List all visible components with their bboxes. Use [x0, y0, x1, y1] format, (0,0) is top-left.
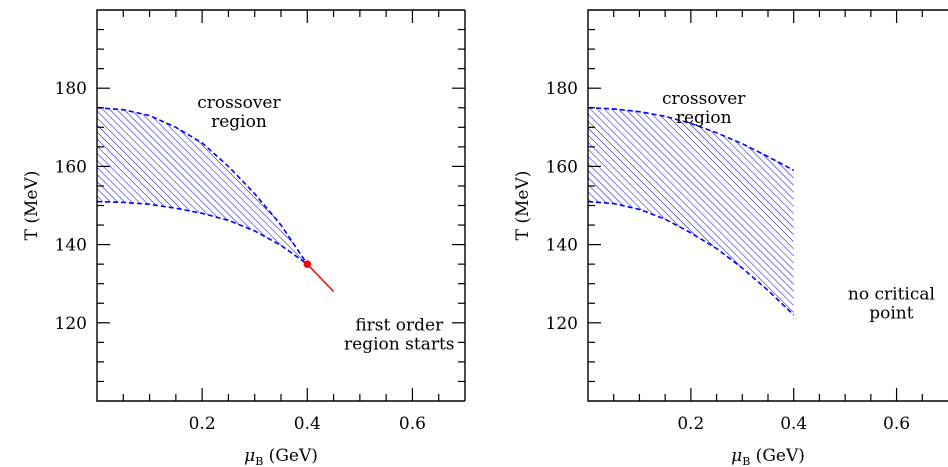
y-tick-label: 140: [546, 236, 578, 256]
critical-point: [303, 260, 312, 268]
x-tick-label: 0.6: [399, 414, 426, 434]
first-order-annotation: first order region starts: [344, 316, 454, 355]
y-tick-label: 160: [55, 157, 87, 177]
x-axis-symbol: μ: [244, 446, 255, 466]
y-tick-label: 120: [546, 314, 578, 334]
crossover-band: [97, 107, 308, 265]
x-tick-label: 0.4: [294, 414, 321, 434]
x-tick-label: 0.6: [883, 414, 910, 434]
annotation-line: first order: [355, 316, 444, 336]
crossover-upper-line: [97, 106, 308, 265]
y-tick-label: 180: [546, 79, 578, 99]
no-critical-annotation: no critical point: [848, 284, 935, 323]
annotation-line: crossover: [197, 93, 281, 113]
y-tick-label: 160: [546, 157, 578, 177]
crossover-annotation: crossover region: [197, 93, 281, 132]
x-axis-unit: (GeV): [263, 446, 318, 466]
first-order-line: [306, 263, 335, 293]
crossover-annotation: crossover region: [662, 89, 746, 128]
x-tick-label: 0.2: [677, 414, 704, 434]
plot-frame: [96, 9, 465, 402]
y-axis-title: T (MeV): [513, 171, 533, 241]
y-tick-label: 180: [55, 79, 87, 99]
annotation-line: region: [211, 112, 267, 132]
x-tick-label: 0.4: [780, 414, 807, 434]
crossover-lower-line: [588, 200, 795, 316]
left-panel: 120 140 160 180 0.2 0.4 0.6 T (MeV) μB (GeV) cros…: [22, 9, 466, 467]
annotation-line: region starts: [344, 335, 454, 355]
x-tick-label: 0.2: [189, 414, 216, 434]
x-axis-subscript: B: [255, 455, 263, 467]
annotation-line: crossover: [662, 89, 746, 109]
annotation-line: region: [676, 108, 732, 128]
annotation-line: point: [869, 303, 914, 323]
crossover-upper-line: [588, 106, 795, 172]
crossover-band: [588, 107, 794, 315]
plot-frame: [587, 9, 948, 402]
y-tick-label: 120: [55, 314, 87, 334]
x-axis-subscript: B: [742, 455, 750, 467]
y-tick-label: 140: [55, 236, 87, 256]
annotation-line: no critical: [848, 284, 935, 304]
x-axis-title: μB (GeV): [731, 446, 805, 467]
x-axis-title: μB (GeV): [244, 446, 318, 467]
right-panel: 120 140 160 180 0.2 0.4 0.6 T (MeV) μB (GeV) cros…: [513, 9, 948, 467]
crossover-lower-line: [97, 200, 308, 265]
x-axis-symbol: μ: [731, 446, 742, 466]
y-axis-title: T (MeV): [22, 171, 42, 241]
x-axis-unit: (GeV): [750, 446, 805, 466]
